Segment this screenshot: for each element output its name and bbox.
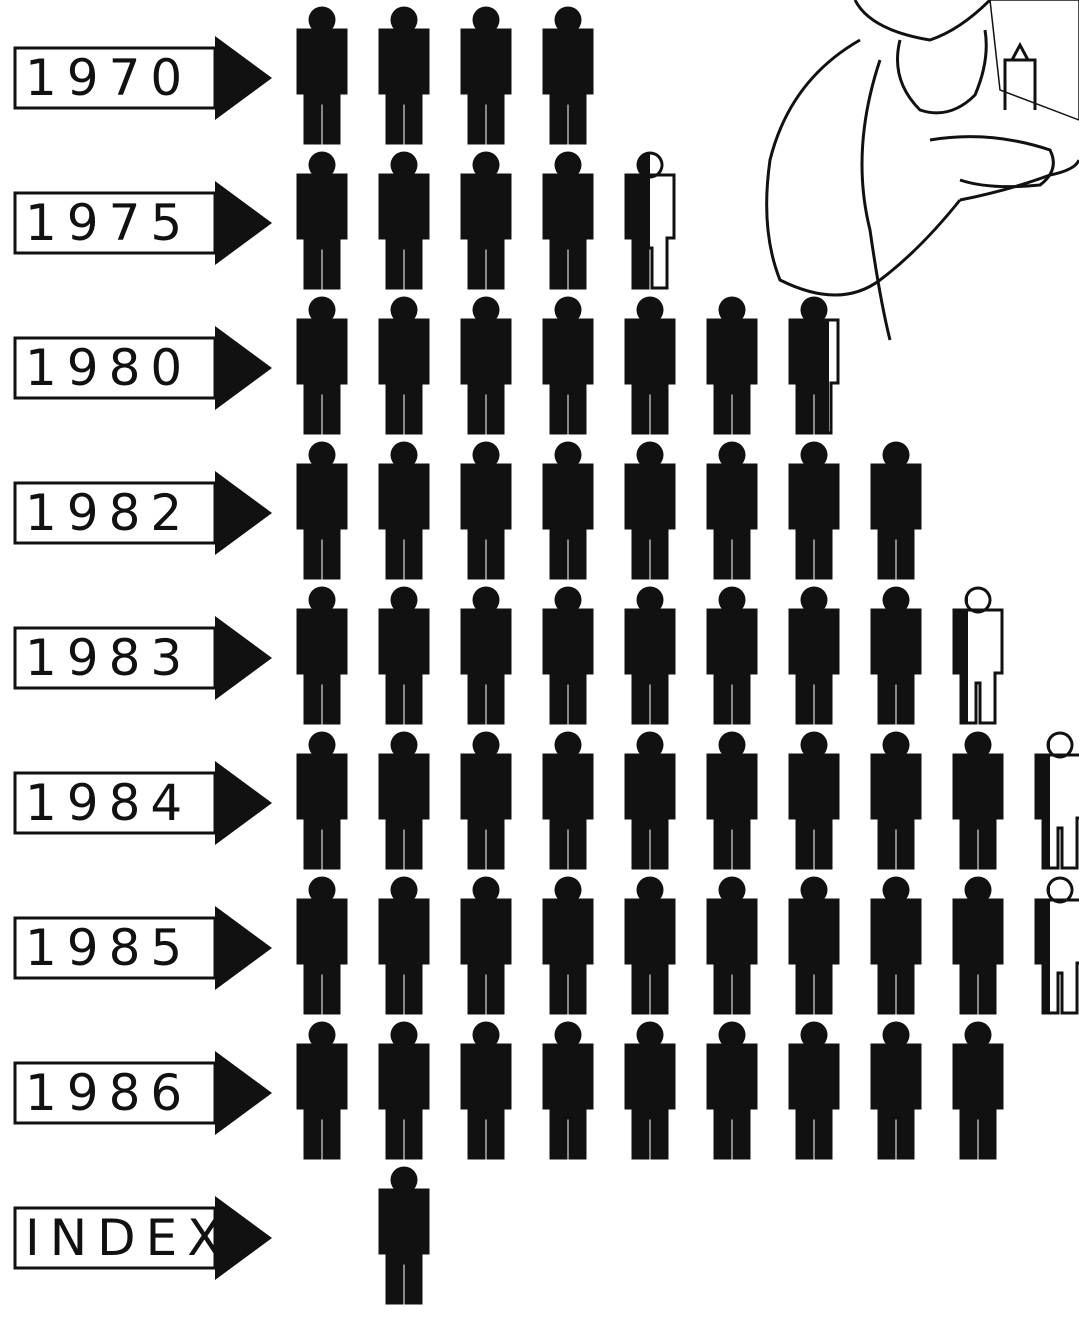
arrow bbox=[215, 1051, 272, 1135]
row-label: INDEX bbox=[25, 1209, 232, 1267]
figure bbox=[708, 878, 756, 1013]
row-label: 1983 bbox=[25, 629, 192, 687]
figure bbox=[298, 1023, 346, 1158]
figure bbox=[380, 1023, 428, 1158]
figure bbox=[380, 733, 428, 868]
figure bbox=[626, 733, 674, 868]
figure bbox=[626, 443, 674, 578]
figure bbox=[380, 298, 428, 433]
arrow bbox=[215, 616, 272, 700]
figure bbox=[708, 588, 756, 723]
figure bbox=[462, 1023, 510, 1158]
figure bbox=[298, 588, 346, 723]
arrow bbox=[215, 761, 272, 845]
figure bbox=[298, 443, 346, 578]
figure bbox=[298, 733, 346, 868]
figure bbox=[544, 733, 592, 868]
figure bbox=[954, 1023, 1002, 1158]
figure bbox=[872, 733, 920, 868]
pictogram-row bbox=[298, 153, 674, 288]
figure bbox=[708, 733, 756, 868]
figure bbox=[544, 8, 592, 143]
figure bbox=[298, 878, 346, 1013]
pictogram-row bbox=[380, 1168, 428, 1303]
arrow bbox=[215, 181, 272, 265]
figure bbox=[708, 1023, 756, 1158]
figure bbox=[298, 153, 346, 288]
figure bbox=[380, 8, 428, 143]
illustration bbox=[767, 0, 1079, 340]
figure bbox=[298, 298, 346, 433]
figure bbox=[626, 298, 674, 433]
figure bbox=[790, 878, 838, 1013]
figure bbox=[462, 298, 510, 433]
figure bbox=[544, 878, 592, 1013]
figure bbox=[626, 1023, 674, 1158]
figure bbox=[626, 878, 674, 1013]
figure bbox=[544, 588, 592, 723]
figure bbox=[954, 878, 1002, 1013]
figure bbox=[626, 588, 674, 723]
pictogram-row bbox=[298, 878, 1079, 1013]
arrow bbox=[215, 36, 272, 120]
figure bbox=[954, 733, 1002, 868]
pictogram-row bbox=[298, 8, 592, 143]
figure bbox=[544, 153, 592, 288]
pictogram-row bbox=[298, 298, 838, 433]
figure bbox=[708, 443, 756, 578]
pictogram-row bbox=[298, 733, 1079, 868]
figure bbox=[462, 588, 510, 723]
row-label: 1986 bbox=[25, 1064, 192, 1122]
figure bbox=[462, 153, 510, 288]
chart: 1970 1975 1980 1982 1983 1984 1985 1986 INDEX bbox=[0, 0, 1079, 1315]
arrow bbox=[215, 1196, 272, 1280]
figure bbox=[462, 733, 510, 868]
figure bbox=[380, 878, 428, 1013]
figure bbox=[790, 588, 838, 723]
figure bbox=[462, 878, 510, 1013]
figure bbox=[544, 443, 592, 578]
row-label: 1980 bbox=[25, 339, 192, 397]
row-label: 1975 bbox=[25, 194, 192, 252]
figure bbox=[380, 153, 428, 288]
figure bbox=[544, 298, 592, 433]
figure bbox=[872, 1023, 920, 1158]
figure bbox=[380, 588, 428, 723]
figure bbox=[872, 588, 920, 723]
figure bbox=[462, 443, 510, 578]
row-label: 1970 bbox=[25, 49, 192, 107]
row-label: 1984 bbox=[25, 774, 192, 832]
figure bbox=[298, 8, 346, 143]
figure bbox=[872, 443, 920, 578]
arrow bbox=[215, 326, 272, 410]
page: {"chart_data": {"type": "pictograph", "c… bbox=[0, 0, 1079, 1315]
pictogram-row bbox=[298, 588, 1002, 723]
pictogram-row bbox=[298, 1023, 1002, 1158]
figure bbox=[790, 733, 838, 868]
figure bbox=[708, 298, 756, 433]
pictogram-row bbox=[298, 443, 920, 578]
figure bbox=[462, 8, 510, 143]
arrow bbox=[215, 906, 272, 990]
figure bbox=[380, 1168, 428, 1303]
figure bbox=[544, 1023, 592, 1158]
arrow bbox=[215, 471, 272, 555]
row-label: 1985 bbox=[25, 919, 192, 977]
figure bbox=[790, 443, 838, 578]
figure bbox=[872, 878, 920, 1013]
figure bbox=[380, 443, 428, 578]
figure bbox=[790, 1023, 838, 1158]
row-label: 1982 bbox=[25, 484, 192, 542]
